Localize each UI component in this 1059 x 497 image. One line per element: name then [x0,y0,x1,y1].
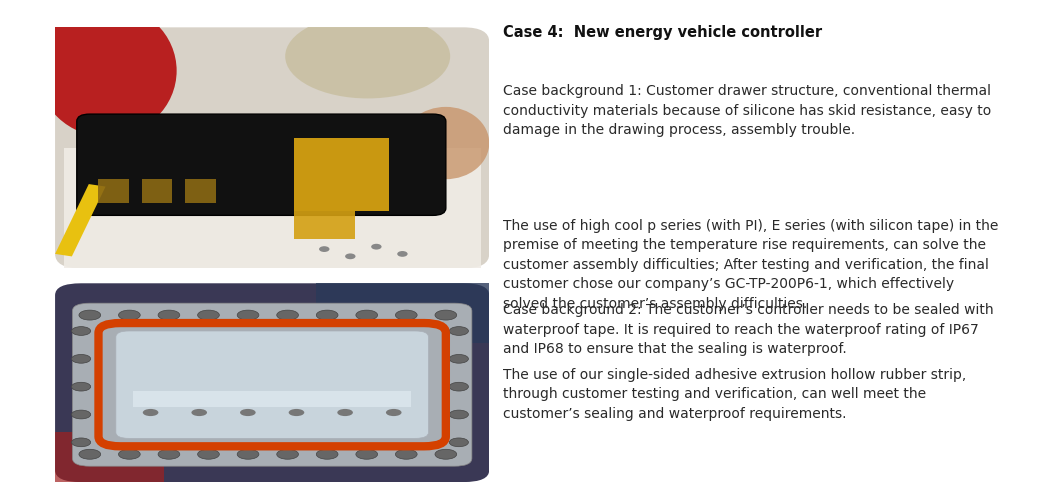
Bar [98,179,129,203]
Circle shape [356,310,378,320]
Text: The use of high cool p series (with PI), E series (with silicon tape) in the
pre: The use of high cool p series (with PI),… [503,219,999,311]
Circle shape [158,449,180,459]
Bar [55,432,163,482]
Circle shape [198,310,219,320]
Circle shape [317,449,338,459]
Circle shape [371,244,381,249]
FancyBboxPatch shape [115,331,429,438]
Circle shape [79,310,101,320]
Circle shape [385,409,401,416]
Text: Case background 2: The customer’s controller needs to be sealed with
waterproof : Case background 2: The customer’s contro… [503,303,993,356]
Circle shape [317,310,338,320]
Circle shape [356,449,378,459]
Circle shape [397,251,408,257]
Circle shape [237,310,258,320]
Bar [185,179,216,203]
Circle shape [319,246,329,252]
Bar [133,391,411,407]
Circle shape [435,449,456,459]
Circle shape [72,438,91,447]
Circle shape [119,449,140,459]
Circle shape [449,438,468,447]
Text: The use of our single-sided adhesive extrusion hollow rubber strip,
through cust: The use of our single-sided adhesive ext… [503,368,966,421]
Circle shape [240,409,255,416]
Circle shape [72,354,91,363]
Text: Case background 1: Customer drawer structure, conventional thermal
conductivity : Case background 1: Customer drawer struc… [503,84,991,138]
Circle shape [289,409,304,416]
Circle shape [119,310,140,320]
FancyBboxPatch shape [77,114,446,215]
Circle shape [143,409,159,416]
Bar [294,138,390,211]
Circle shape [72,327,91,335]
Ellipse shape [285,14,450,98]
Circle shape [395,449,417,459]
Circle shape [237,449,258,459]
Circle shape [72,382,91,391]
Circle shape [276,449,299,459]
Circle shape [276,310,299,320]
Circle shape [449,382,468,391]
Bar [316,283,489,343]
Bar [55,184,106,256]
Circle shape [449,410,468,419]
Circle shape [79,449,101,459]
Circle shape [449,327,468,335]
Bar [294,211,355,240]
FancyBboxPatch shape [72,303,472,466]
Circle shape [72,410,91,419]
Circle shape [345,253,356,259]
Ellipse shape [402,107,489,179]
Circle shape [192,409,208,416]
Bar [64,148,481,268]
FancyBboxPatch shape [55,27,489,268]
Circle shape [395,310,417,320]
FancyBboxPatch shape [55,283,489,482]
Ellipse shape [38,4,177,137]
Bar [142,179,173,203]
Text: Case 4:  New energy vehicle controller: Case 4: New energy vehicle controller [503,25,822,40]
Circle shape [449,354,468,363]
Circle shape [158,310,180,320]
Circle shape [337,409,353,416]
Circle shape [198,449,219,459]
Circle shape [435,310,456,320]
